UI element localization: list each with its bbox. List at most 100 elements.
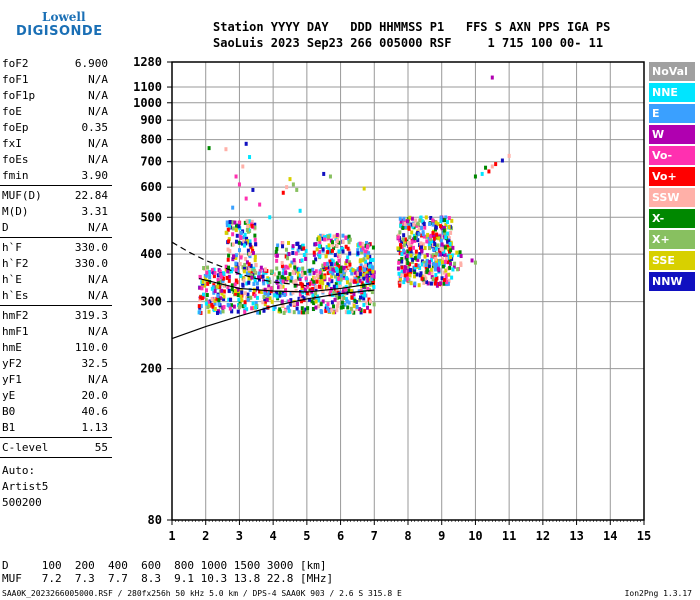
echo-point [242,239,246,244]
echo-point [439,224,443,229]
echo-point [298,258,302,263]
virtual-height-trace-curve [198,277,375,293]
echo-point [227,288,231,293]
echo-point [345,280,349,285]
echo-point [344,235,348,240]
echo-point [337,251,341,256]
echo-point [408,247,412,252]
echo-point [366,244,370,249]
param-name: B1 [2,421,16,434]
echo-point [415,272,419,277]
echo-point [246,224,250,229]
echo-point [368,299,372,304]
echo-point [372,278,376,283]
echo-point [236,292,240,297]
echo-point [231,257,235,262]
param-name: B0 [2,405,16,418]
echo-point [440,247,444,252]
echo-point [335,232,339,237]
param-hmf1: hmF1 N/A [2,324,110,340]
echo-point [301,243,305,248]
echo-point [321,281,325,286]
y-tick-label: 700 [140,155,162,169]
x-tick-label: 7 [371,529,378,543]
echo-point [297,310,301,315]
echo-point [279,278,283,283]
echo-point [407,244,411,249]
echo-point [234,289,238,294]
param-value: N/A [88,89,108,102]
echo-point [233,282,237,287]
echo-point [291,182,295,187]
echo-point [303,287,307,292]
param-m-d-: M(D) 3.31 [2,204,110,220]
echo-point [459,263,463,268]
echo-point [244,196,248,201]
echo-point [434,273,438,278]
param-fof1: foF1 N/A [2,72,110,88]
echo-point [267,284,271,289]
echo-point [242,266,246,271]
echo-point [350,309,354,314]
echo-point [315,279,319,284]
echo-point [302,246,306,251]
echo-point [413,270,417,275]
echo-point [291,290,295,295]
y-tick-label: 500 [140,210,162,224]
echo-point [406,272,410,277]
echo-point [341,239,345,244]
legend-ssw: SSW [649,188,695,207]
echo-point [487,169,491,174]
echo-point [301,266,305,271]
echo-point [312,260,316,265]
echo-point [430,239,434,244]
echo-point [235,280,239,285]
echo-point [346,265,350,270]
echo-point [230,283,234,288]
echo-point [254,300,258,305]
param-name: hmF2 [2,309,29,322]
echo-point [435,281,439,286]
echo-point [366,254,370,259]
echo-point [368,264,372,269]
echo-point [314,284,318,289]
echo-point [334,266,338,271]
echo-point [430,258,434,263]
echo-point [238,300,242,305]
echo-point [325,261,329,266]
echo-point [244,241,248,246]
echo-point [311,293,315,298]
echo-point [405,256,409,261]
echo-point [206,305,210,310]
echo-point [326,271,330,276]
echo-point [371,265,375,270]
y-tick-label: 1100 [133,80,162,94]
echo-point [321,289,325,294]
autoscale-line: 500200 [2,496,42,509]
echo-point [222,297,226,302]
echo-point [262,281,266,286]
echo-point [321,299,325,304]
echo-point [251,248,255,253]
echo-point [325,285,329,290]
echo-point [411,257,415,262]
echo-point [444,235,448,240]
echo-point [302,296,306,301]
echo-point [439,281,443,286]
echo-point [363,309,367,314]
echo-point [414,249,418,254]
echo-point [317,304,321,309]
param-name: C-level [2,441,49,454]
echo-point [409,253,413,258]
echo-point [262,308,266,313]
echo-point [231,220,235,225]
echo-point [371,257,375,262]
echo-point [292,258,296,263]
echo-point [429,267,433,272]
legend-x-: X+ [649,230,695,249]
echo-point [362,276,366,281]
echo-point [442,228,446,233]
echo-point [231,226,235,231]
echo-point [263,267,267,272]
echo-point [424,265,428,270]
